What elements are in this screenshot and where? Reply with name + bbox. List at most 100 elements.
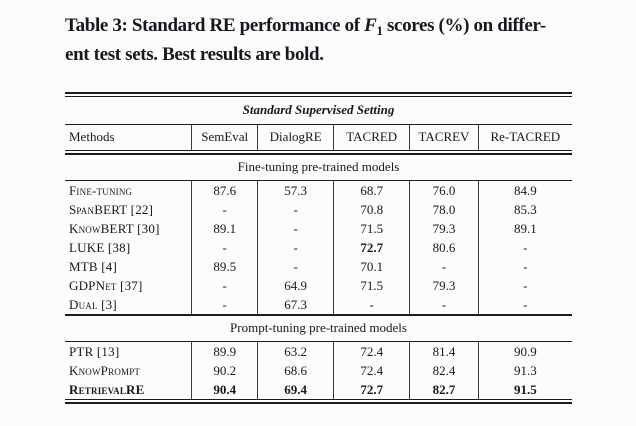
value-cell: 87.6 [191,181,258,200]
section-title-row: Fine-tuning pre-trained models [65,155,572,180]
value-cell: 82.4 [409,361,479,380]
f1-subscript: 1 [376,22,383,38]
value-cell: 70.1 [333,257,410,276]
rule-cell [65,341,572,342]
table-row: KnowPrompt 90.2 68.6 72.4 82.4 91.3 [65,361,572,380]
value-cell: - [477,276,572,295]
value-cell: 90.4 [191,380,258,399]
value-cell: 68.6 [257,361,334,380]
value-cell: - [477,295,572,314]
value-cell: 64.9 [257,276,334,295]
table-row: MTB [4] 89.5-70.1- - [65,257,572,276]
rule [65,150,572,155]
value-cell: 63.2 [257,342,334,361]
method-cell: Dual [3] [69,297,117,312]
value-cell: 79.3 [409,276,479,295]
value-cell: 71.5 [333,219,410,238]
value-cell: 80.6 [409,238,479,257]
rule-cell [65,180,572,181]
caption-text-suffix: scores (%) on differ- [382,15,546,36]
method-cell: Fine-tuning [69,183,133,198]
method-cell: RetrievalRE [69,382,145,397]
setting-header: Standard Supervised Setting [242,102,395,117]
table-row: SpanBERT [22] - -70.8 78.0 85.3 [65,200,572,219]
value-cell: 71.5 [333,276,410,295]
value-cell: 68.7 [333,181,410,200]
method-cell: LUKE [38] [69,240,131,255]
section-title: Prompt-tuning pre-trained models [230,320,407,335]
value-cell: 81.4 [409,342,479,361]
value-cell: - [191,295,258,314]
table-caption: Table 3: Standard RE performance of F1 s… [65,12,577,69]
top-rule [65,92,572,97]
method-cell: KnowPrompt [69,363,141,378]
value-cell: 89.1 [191,219,258,238]
value-cell: - [257,219,334,238]
method-cell: PTR [13] [69,344,120,359]
table-rule [65,314,572,316]
caption-line-1: Table 3: Standard RE performance of F1 s… [65,12,577,41]
value-cell: 69.4 [257,380,334,399]
rule-cell [65,399,572,404]
table-row: RetrievalRE 90.4 69.4 72.7 82.7 91.5 [65,380,572,399]
results-table: Standard Supervised Setting Methods SemE… [65,92,572,404]
value-cell: 72.4 [333,342,410,361]
table-rule [65,341,572,342]
value-cell: - [191,200,258,219]
table-row: KnowBERT [30] 89.1-71.5 79.3 89.1 [65,219,572,238]
method-cell: SpanBERT [22] [69,202,154,217]
value-cell: 89.5 [191,257,258,276]
column-header-methods: Methods [69,129,115,144]
value-cell: 72.7 [333,380,410,399]
value-cell: 89.1 [477,219,572,238]
value-cell: 78.0 [409,200,479,219]
table-rule [65,92,572,97]
value-cell: - [477,257,572,276]
value-cell: 91.5 [477,380,572,399]
value-cell: 90.9 [477,342,572,361]
table-body: Standard Supervised Setting Methods SemE… [65,92,572,404]
value-cell: - [257,238,334,257]
table-row: Dual [3] -67.3- - - [65,295,572,314]
value-cell: 79.3 [409,219,479,238]
table-row: GDPNet [37] -64.9 71.5 79.3- [65,276,572,295]
value-cell: - [257,257,334,276]
value-cell: - [409,295,479,314]
f1-symbol: F1 [364,15,383,38]
rule [65,180,572,181]
value-cell: 72.4 [333,361,410,380]
value-cell: - [409,257,479,276]
column-header-tacred: TACRED [333,125,410,150]
table-row: PTR [13] 89.9 63.2 72.4 81.4 90.9 [65,342,572,361]
value-cell: 84.9 [477,181,572,200]
column-header-semeval: SemEval [191,125,258,150]
rule-cell [65,314,572,316]
method-cell: MTB [4] [69,259,117,274]
value-cell: 85.3 [477,200,572,219]
value-cell: 82.7 [409,380,479,399]
rule [65,399,572,404]
table-row: LUKE [38] - -72.7 80.6- [65,238,572,257]
value-cell: 67.3 [257,295,334,314]
caption-text-prefix: Table 3: Standard RE performance of [65,15,365,36]
table-rule [65,399,572,404]
caption-line-2: ent test sets. Best results are bold. [65,44,324,65]
column-header-row: Methods SemEval DialogRE TACRED TACREV R… [65,125,572,150]
rule [65,124,572,125]
value-cell: 76.0 [409,181,479,200]
setting-header-row: Standard Supervised Setting [65,97,572,124]
value-cell: - [477,238,572,257]
value-cell: - [333,295,410,314]
value-cell: 72.7 [333,238,410,257]
value-cell: 57.3 [257,181,334,200]
column-header-retacred: Re-TACRED [477,125,572,150]
value-cell: - [257,200,334,219]
section-title: Fine-tuning pre-trained models [237,159,400,174]
method-cell: GDPNet [37] [69,278,143,293]
method-cell: KnowBERT [30] [69,221,160,236]
rule [65,314,572,316]
rule [65,341,572,342]
table-rule [65,150,572,155]
value-cell: 90.2 [191,361,258,380]
